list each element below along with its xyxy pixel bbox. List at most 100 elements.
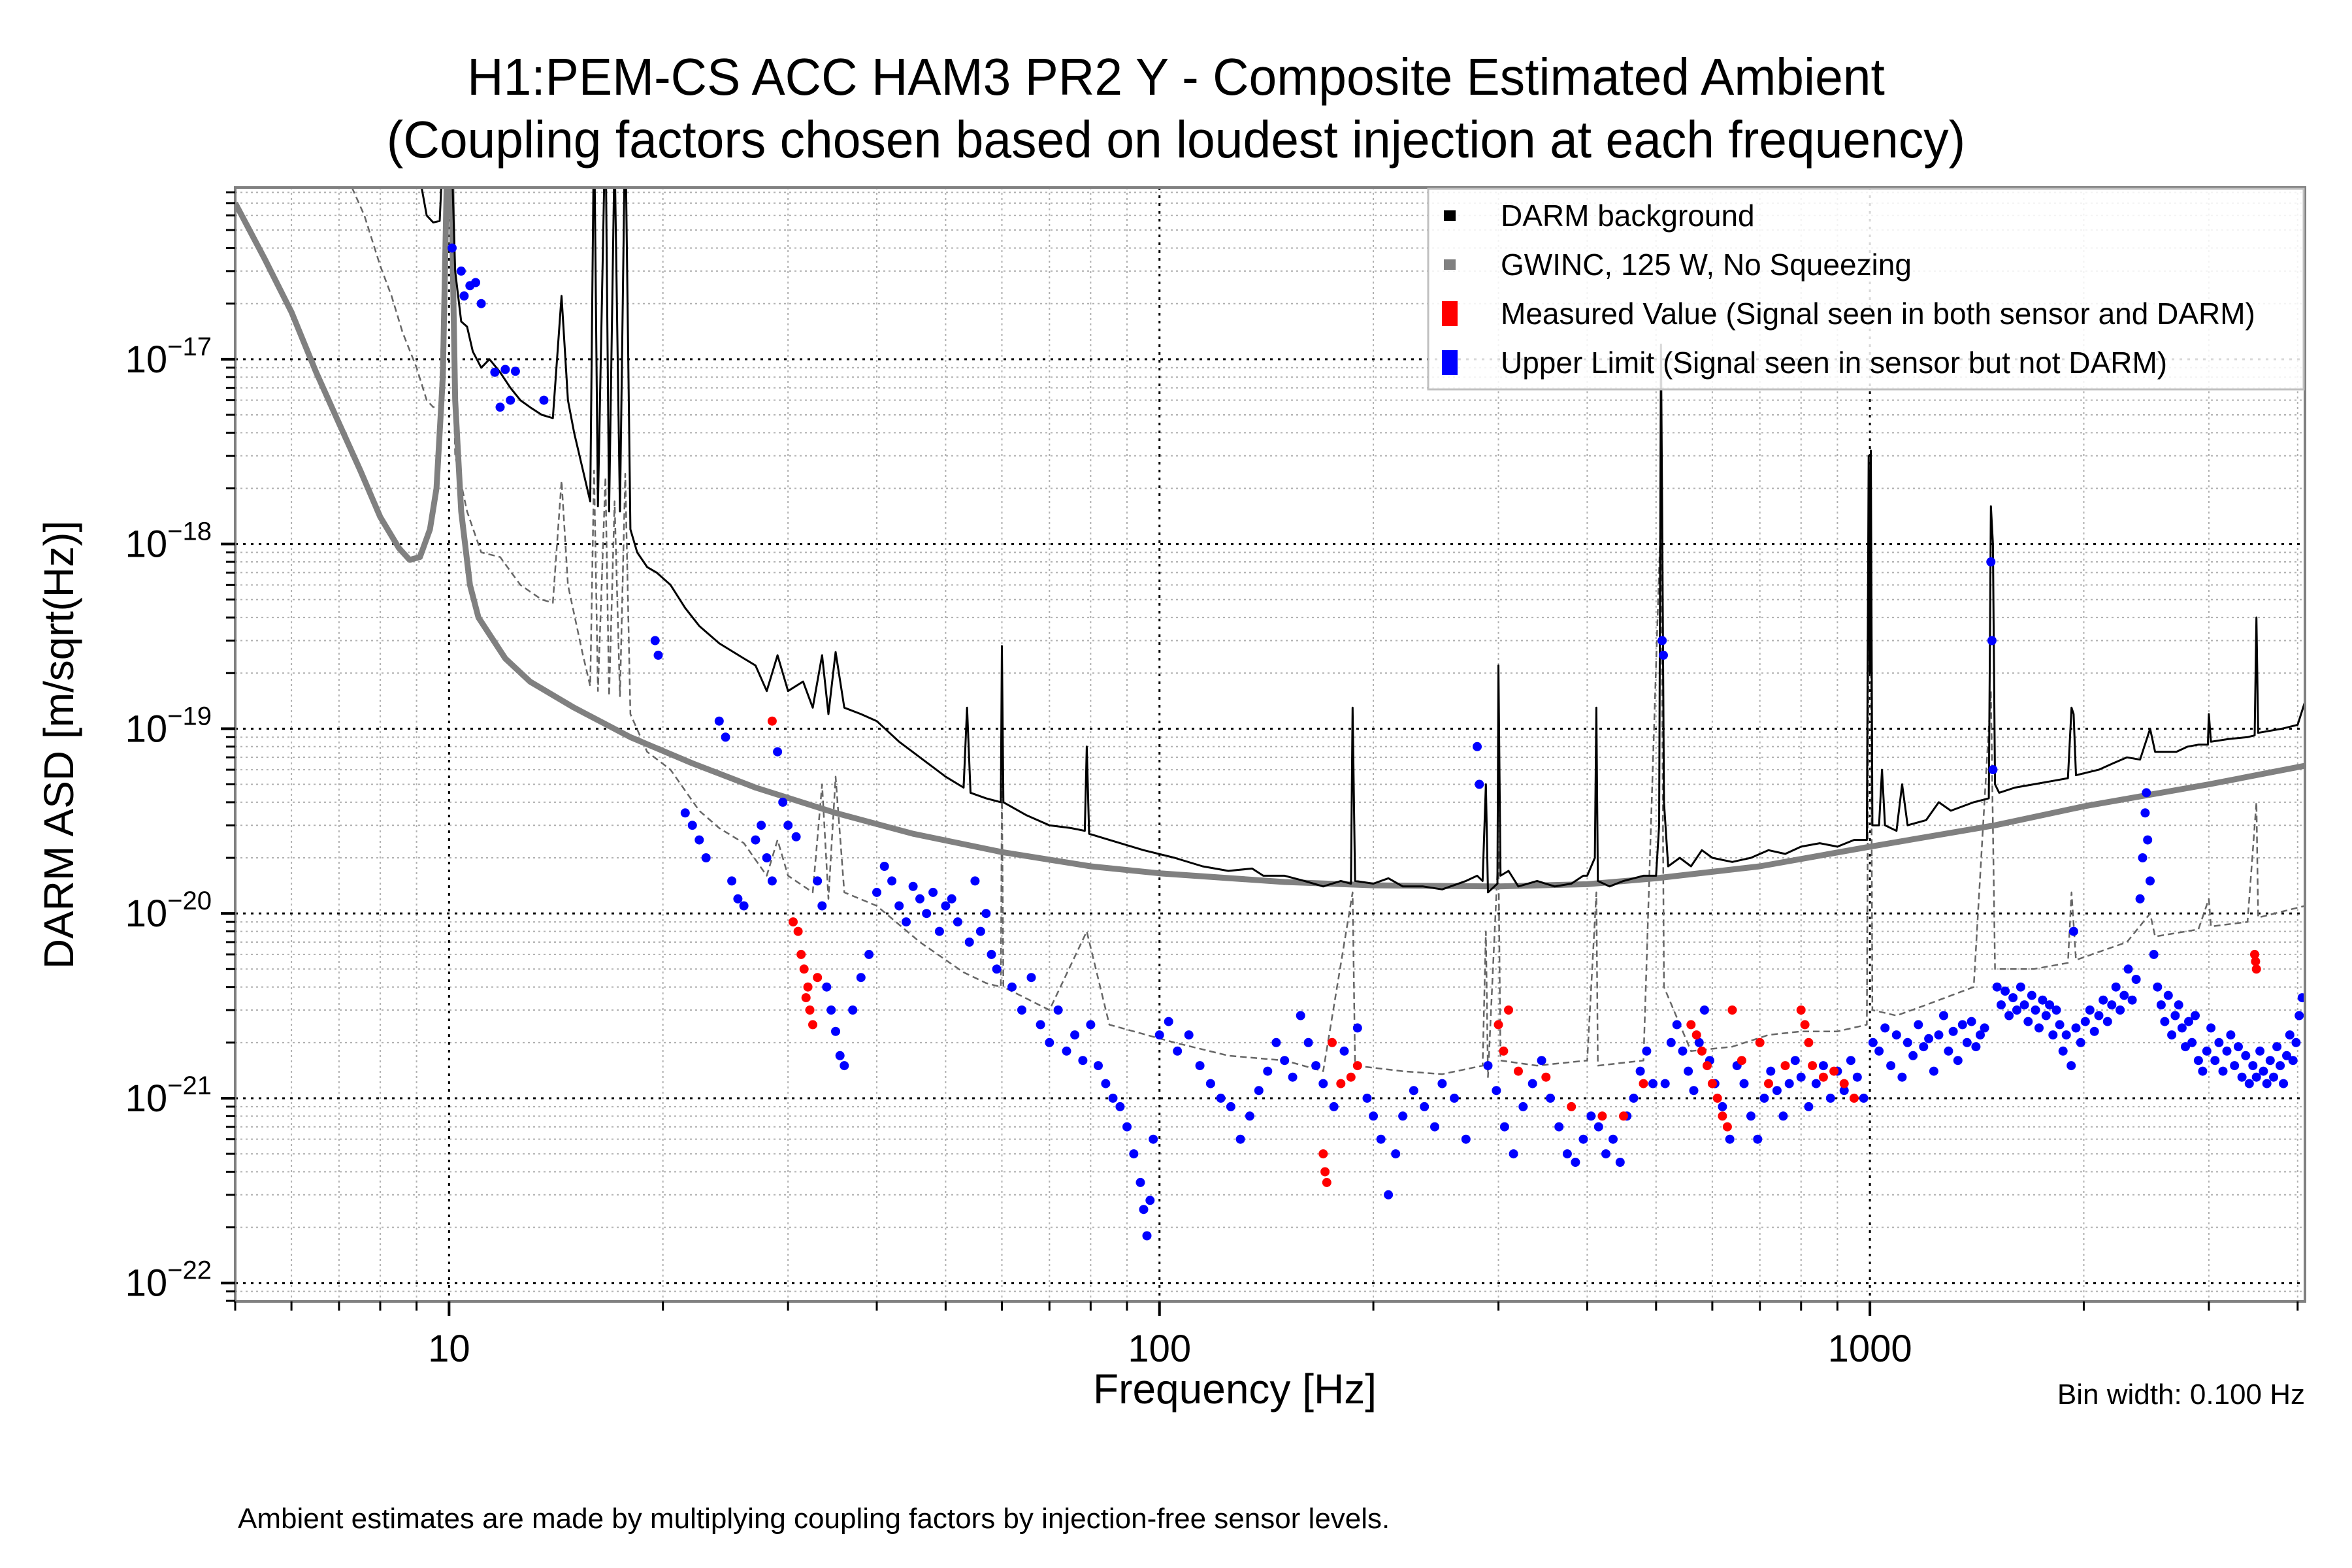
upper-limit-point [539,395,549,405]
upper-limit-point [1026,973,1036,983]
upper-limit-point [2149,949,2159,959]
upper-limit-point [1648,1079,1658,1088]
upper-limit-point [1852,1072,1862,1082]
upper-limit-point [2230,1061,2240,1071]
upper-limit-point [1908,1051,1918,1060]
measured-value-point [1686,1020,1696,1030]
upper-limit-point [2279,1079,2289,1088]
grid-minor [235,188,2305,1302]
upper-limit-point [500,365,510,374]
upper-limit-point [992,964,1002,974]
y-axis-label: DARM ASD [m/sqrt(Hz)] [35,521,82,969]
y-tick-base: 10 [125,1077,168,1120]
y-tick-exponent: −21 [167,1071,212,1100]
upper-limit-point [1086,1020,1096,1030]
upper-limit-point [1578,1134,1588,1144]
upper-limit-point [2153,982,2163,992]
upper-limit-point [1615,1158,1625,1167]
upper-limit-point [941,901,951,911]
upper-limit-point [1154,1030,1164,1040]
upper-limit-point [1139,1205,1149,1215]
measured-value-point [1322,1177,1331,1187]
upper-limit-point [1784,1079,1794,1088]
upper-limit-point [1101,1079,1111,1088]
measured-value-point [1755,1037,1765,1047]
y-tick-base: 10 [125,1262,168,1305]
upper-limit-point [1195,1061,1205,1071]
upper-limit-point [1891,1030,1901,1040]
upper-limit-point [1318,1079,1328,1088]
upper-limit-point [2115,1005,2125,1015]
upper-limit-point [1311,1061,1321,1071]
upper-limit-point [2226,1030,2236,1040]
upper-limit-point [1045,1037,1054,1047]
upper-limit-point [459,291,469,301]
upper-limit-point [1571,1158,1580,1167]
measured-value-point [1619,1111,1628,1121]
y-tick-label: 10−18 [125,517,212,566]
upper-limit-point [510,367,520,376]
upper-limit-point [1450,1093,1459,1103]
upper-limit-point [2191,1011,2200,1021]
upper-limit-point [1778,1111,1788,1121]
upper-limit-point [970,876,980,886]
upper-limit-point [1753,1134,1763,1144]
y-tick-exponent: −20 [167,887,212,915]
measured-value-point [1320,1167,1330,1177]
upper-limit-point [1062,1046,1071,1056]
y-tick-exponent: −19 [167,702,212,730]
upper-limit-point [1839,1086,1849,1096]
upper-limit-point [1235,1134,1245,1144]
measured-value-point [1318,1149,1328,1159]
upper-limit-point [1997,1000,2006,1010]
upper-limit-point [1642,1046,1652,1056]
footnote: Ambient estimates are made by multiplyin… [238,1503,1390,1535]
measured-value-point [1514,1066,1523,1076]
upper-limit-point [1420,1102,1429,1111]
upper-limit-point [2089,1026,2099,1036]
upper-limit-point [2038,995,2048,1005]
upper-limit-point [2218,1066,2228,1076]
upper-limit-point [1164,1017,1173,1026]
upper-limit-point [1944,1046,1953,1056]
upper-limit-point [2276,1061,2285,1071]
upper-limit-point [1796,1072,1806,1082]
legend-swatch [1444,259,1456,270]
upper-limit-point [762,853,772,862]
x-tick-label: 100 [1128,1328,1191,1370]
upper-limit-point [1746,1111,1756,1121]
upper-limit-point [727,876,737,886]
upper-limit-point [1369,1111,1379,1121]
measured-value-point [799,964,809,974]
upper-limit-point [1461,1134,1471,1144]
upper-limit-point [2156,1000,2166,1010]
upper-limit-point [840,1061,849,1071]
upper-limit-point [928,887,938,897]
upper-limit-point [817,901,827,911]
measured-value-point [1597,1111,1607,1121]
upper-limit-point [1772,1086,1782,1096]
upper-limit-point [1122,1122,1132,1132]
upper-limit-point [2131,975,2141,984]
upper-limit-point [2295,1011,2304,1021]
upper-limit-point [1868,1037,1878,1047]
upper-limit-point [2177,1023,2187,1033]
upper-limit-point [1666,1037,1676,1047]
measured-value-point [1800,1020,1810,1030]
upper-limit-point [915,894,924,904]
upper-limit-point [1280,1056,1290,1066]
upper-limit-point [2041,1011,2051,1021]
legend-swatch [1444,210,1456,221]
upper-limit-point [2214,1037,2224,1047]
upper-limit-point [1554,1122,1564,1132]
y-tick-exponent: −22 [167,1256,212,1285]
upper-limit-point [2012,1005,2021,1015]
y-tick-label: 10−19 [125,702,212,750]
upper-limit-point [1288,1072,1298,1082]
upper-limit-point [922,909,932,919]
upper-limit-point [2291,1037,2301,1047]
y-tick-base: 10 [125,523,168,566]
upper-limit-point [2234,1042,2243,1052]
